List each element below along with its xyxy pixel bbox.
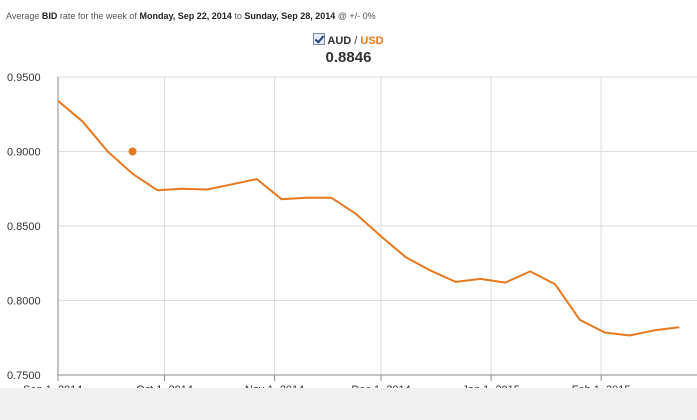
footer-strip xyxy=(0,388,697,420)
y-tick-label: 0.8000 xyxy=(7,296,41,308)
x-tick-label: Nov 1, 2014 xyxy=(245,384,304,390)
y-tick-label: 0.9500 xyxy=(7,72,41,84)
x-tick-label: Feb 1, 2015 xyxy=(572,384,631,390)
legend-checkbox[interactable] xyxy=(313,33,326,45)
x-tick-label: Dec 1, 2014 xyxy=(351,384,410,390)
y-tick-label: 0.8500 xyxy=(7,221,41,233)
legend: AUD / USD xyxy=(0,33,697,47)
x-tick-label: Sep 1, 2014 xyxy=(23,384,82,390)
header-prefix: Average xyxy=(6,11,40,21)
highlight-rate: 0.8846 xyxy=(325,49,372,66)
header-mid: rate for the week of xyxy=(59,11,137,21)
header-to: to xyxy=(234,11,242,21)
legend-separator: / xyxy=(351,35,361,47)
header-start-date: Monday, Sep 22, 2014 xyxy=(139,11,232,21)
header-suffix: @ +/- 0% xyxy=(337,11,376,21)
y-tick-label: 0.9000 xyxy=(7,147,41,159)
series-line-aud-usd xyxy=(57,100,680,337)
highlight-point xyxy=(128,147,137,156)
y-tick-label: 0.7500 xyxy=(7,370,41,382)
legend-quote-currency: USD xyxy=(360,35,384,47)
header-bid: BID xyxy=(41,11,58,21)
x-tick-label: Jan 1, 2015 xyxy=(462,384,520,390)
x-tick-label: Oct 1, 2014 xyxy=(136,384,193,390)
header-end-date: Sunday, Sep 28, 2014 xyxy=(244,11,336,21)
legend-base-currency: AUD xyxy=(327,35,352,47)
chart-header: Average BID rate for the week of Monday,… xyxy=(6,11,376,21)
line-chart: 0.9500 0.9000 0.8500 0.8000 0.7500 Sep 1, 201… xyxy=(7,72,697,390)
